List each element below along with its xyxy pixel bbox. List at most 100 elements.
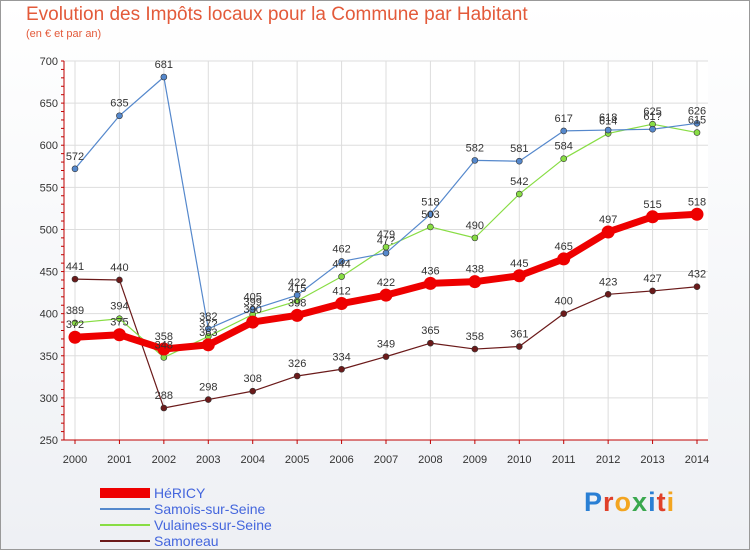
y-tick-label: 450 (40, 267, 58, 279)
legend-swatch (100, 524, 150, 526)
y-tick-label: 700 (40, 56, 58, 68)
data-point (160, 73, 168, 81)
data-point (427, 210, 434, 218)
data-point (471, 234, 479, 242)
data-point (471, 157, 479, 164)
legend-label: HéRICY (154, 485, 206, 501)
data-label: 423 (599, 276, 617, 288)
data-label: 581 (510, 143, 528, 155)
data-point (512, 269, 526, 283)
data-point (116, 315, 123, 323)
data-label: 47? (377, 235, 395, 247)
data-label: 441 (66, 261, 84, 273)
logo-letter: t (656, 487, 667, 517)
data-label: 432 (688, 269, 706, 281)
x-tick-label: 2002 (152, 454, 176, 466)
data-label: 518 (421, 196, 439, 208)
data-point (468, 275, 482, 289)
data-label: 584 (555, 141, 573, 153)
data-point (116, 276, 123, 284)
data-point (515, 190, 523, 198)
legend-label: Samoreau (154, 533, 219, 549)
data-point (293, 372, 301, 380)
data-point (71, 165, 79, 173)
data-label: 490 (466, 220, 484, 232)
data-label: 422 (288, 277, 306, 289)
y-tick-label: 550 (40, 182, 58, 194)
x-tick-label: 2013 (640, 454, 664, 466)
x-tick-label: 2009 (463, 454, 487, 466)
data-point (649, 287, 656, 295)
data-point (601, 225, 615, 239)
data-point (604, 290, 612, 298)
logo-letter: x (632, 487, 649, 517)
data-label: 412 (332, 286, 350, 298)
y-tick-label: 600 (40, 140, 58, 152)
data-label: 363 (199, 327, 217, 339)
data-point (427, 339, 434, 347)
data-point (293, 291, 301, 299)
data-label: 61? (643, 111, 661, 123)
data-point (427, 223, 434, 231)
data-point (335, 297, 349, 311)
data-label: 389 (66, 305, 84, 317)
data-label: 438 (466, 264, 484, 276)
data-point (604, 126, 612, 134)
chart-title: Evolution des Impôts locaux pour la Comm… (26, 4, 528, 25)
data-label: 427 (643, 273, 661, 285)
data-label: 358 (155, 331, 173, 343)
data-point (649, 125, 656, 133)
logo-letter: i (666, 487, 676, 517)
data-label: 625 (643, 106, 661, 118)
data-label: 334 (332, 351, 350, 363)
logo-letter: i (648, 487, 657, 517)
data-label: 572 (66, 151, 84, 163)
data-label: 635 (110, 98, 128, 110)
data-label: 681 (155, 59, 173, 71)
data-label: 394 (110, 301, 128, 313)
data-label: 479 (377, 229, 395, 241)
x-tick-label: 2010 (507, 454, 531, 466)
logo-letter: o (614, 487, 633, 517)
legend-swatch (100, 508, 150, 510)
y-tick-label: 500 (40, 224, 58, 236)
data-point (249, 387, 257, 395)
x-tick-label: 2004 (240, 454, 264, 466)
data-label: 349 (377, 339, 395, 351)
data-point (249, 306, 257, 313)
x-tick-label: 2012 (596, 454, 620, 466)
data-point (338, 365, 345, 373)
data-point (71, 319, 79, 327)
data-point (382, 353, 390, 360)
data-label: 288 (155, 390, 173, 402)
x-tick-label: 2006 (329, 454, 353, 466)
data-label: 390 (244, 304, 262, 316)
data-label: 399 (244, 297, 262, 309)
data-label: 497 (599, 214, 617, 226)
data-label: 405 (244, 291, 262, 303)
legend-swatch (100, 540, 150, 542)
data-label: 542 (510, 176, 528, 188)
x-tick-label: 2000 (63, 454, 87, 466)
data-point (557, 252, 571, 266)
data-label: 375 (110, 317, 128, 329)
data-point (560, 127, 568, 135)
data-point (204, 396, 212, 403)
data-label: 37? (199, 318, 217, 330)
data-label: 440 (110, 262, 128, 274)
data-point (157, 342, 171, 356)
proxiti-logo: Proxiti (584, 487, 675, 518)
x-tick-label: 2007 (374, 454, 398, 466)
data-point (246, 315, 260, 329)
data-point (515, 343, 523, 350)
data-point (112, 328, 126, 342)
data-point (338, 273, 345, 280)
x-tick-label: 2011 (552, 454, 576, 466)
logo-letter: r (603, 487, 615, 517)
x-tick-label: 2005 (285, 454, 309, 466)
chart-subtitle: (en € et par an) (26, 28, 102, 40)
data-point (160, 404, 168, 412)
data-label: 503 (421, 209, 439, 221)
data-label: 348 (155, 339, 173, 351)
